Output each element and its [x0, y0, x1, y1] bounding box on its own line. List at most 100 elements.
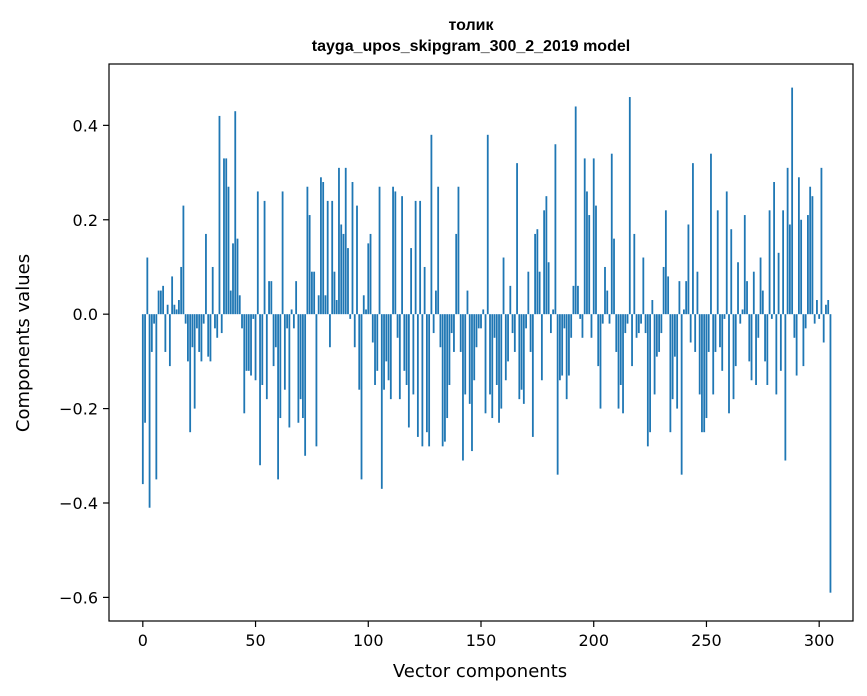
bar [755, 314, 757, 385]
bar [252, 314, 255, 319]
bar [164, 314, 167, 352]
bar [270, 281, 273, 315]
bar [730, 229, 733, 315]
bar [268, 281, 270, 315]
bar [822, 314, 825, 343]
bar [613, 238, 615, 315]
bar [536, 229, 539, 315]
bar [712, 314, 715, 395]
bar [791, 87, 794, 315]
x-tick-label: 300 [804, 631, 835, 650]
bar [202, 314, 205, 324]
bar [229, 290, 232, 315]
bar [538, 271, 541, 315]
bar [590, 314, 593, 338]
bar [236, 238, 239, 315]
bar [516, 163, 518, 315]
bar [466, 290, 469, 315]
bar [811, 196, 814, 315]
bar [338, 167, 340, 315]
bar [335, 300, 338, 315]
bar [705, 314, 708, 419]
bar [764, 314, 766, 362]
bar [732, 314, 735, 400]
bar [159, 290, 162, 315]
bar [247, 314, 250, 371]
bar [660, 314, 663, 334]
bar [177, 300, 180, 315]
bar [678, 281, 681, 315]
bar [286, 314, 289, 329]
bar [498, 314, 500, 423]
bar [581, 314, 584, 338]
bar [301, 314, 304, 419]
bar [782, 210, 785, 315]
bar [256, 191, 259, 315]
bar [329, 314, 331, 348]
bar [527, 271, 530, 315]
bar [410, 248, 413, 315]
bar [680, 314, 683, 475]
bar [308, 215, 311, 315]
bar [283, 314, 286, 390]
bar [274, 314, 277, 348]
bar [777, 252, 780, 315]
bar [642, 257, 645, 315]
bar [153, 314, 155, 324]
bar [182, 205, 185, 315]
bar [480, 314, 482, 329]
bar [716, 210, 719, 315]
bar [507, 314, 509, 362]
bar [509, 285, 512, 315]
bar [358, 314, 361, 390]
bar [259, 314, 261, 466]
bar [279, 314, 282, 419]
bar [683, 309, 685, 315]
bar [288, 314, 291, 428]
bar [385, 314, 388, 362]
bar [610, 153, 613, 315]
bar [227, 186, 230, 315]
bar [568, 314, 570, 376]
bar [317, 295, 320, 315]
bar [694, 314, 697, 352]
chart-subtitle: tayga_upos_skipgram_300_2_2019 model [312, 38, 630, 55]
y-tick-label: 0.4 [73, 116, 98, 135]
bar [669, 314, 672, 433]
bar [563, 314, 566, 329]
bar [196, 314, 198, 329]
bar [367, 243, 370, 315]
bar [180, 266, 183, 315]
bar [444, 314, 446, 442]
bar [635, 314, 638, 338]
bar [187, 314, 189, 362]
bar [295, 281, 298, 315]
bar [710, 153, 712, 315]
bar [633, 233, 636, 315]
bar [207, 314, 210, 357]
bar [347, 248, 349, 315]
y-axis-label: Components values [13, 254, 34, 432]
bar [214, 314, 216, 329]
bar [818, 314, 821, 319]
bar [667, 276, 670, 315]
bar [572, 285, 575, 315]
bar [223, 158, 225, 315]
bar [272, 314, 275, 367]
bar [540, 314, 543, 381]
bar [340, 224, 343, 315]
bar [171, 276, 174, 315]
bar [601, 314, 604, 324]
bar [559, 314, 561, 381]
bar [238, 295, 241, 315]
bar [750, 314, 753, 381]
bar [342, 233, 345, 315]
bar [574, 106, 577, 315]
bar [394, 191, 397, 315]
bar [619, 314, 622, 385]
bar [658, 314, 661, 352]
bar [556, 314, 559, 475]
bar [802, 314, 805, 367]
bar [168, 314, 171, 367]
bar [597, 314, 600, 367]
